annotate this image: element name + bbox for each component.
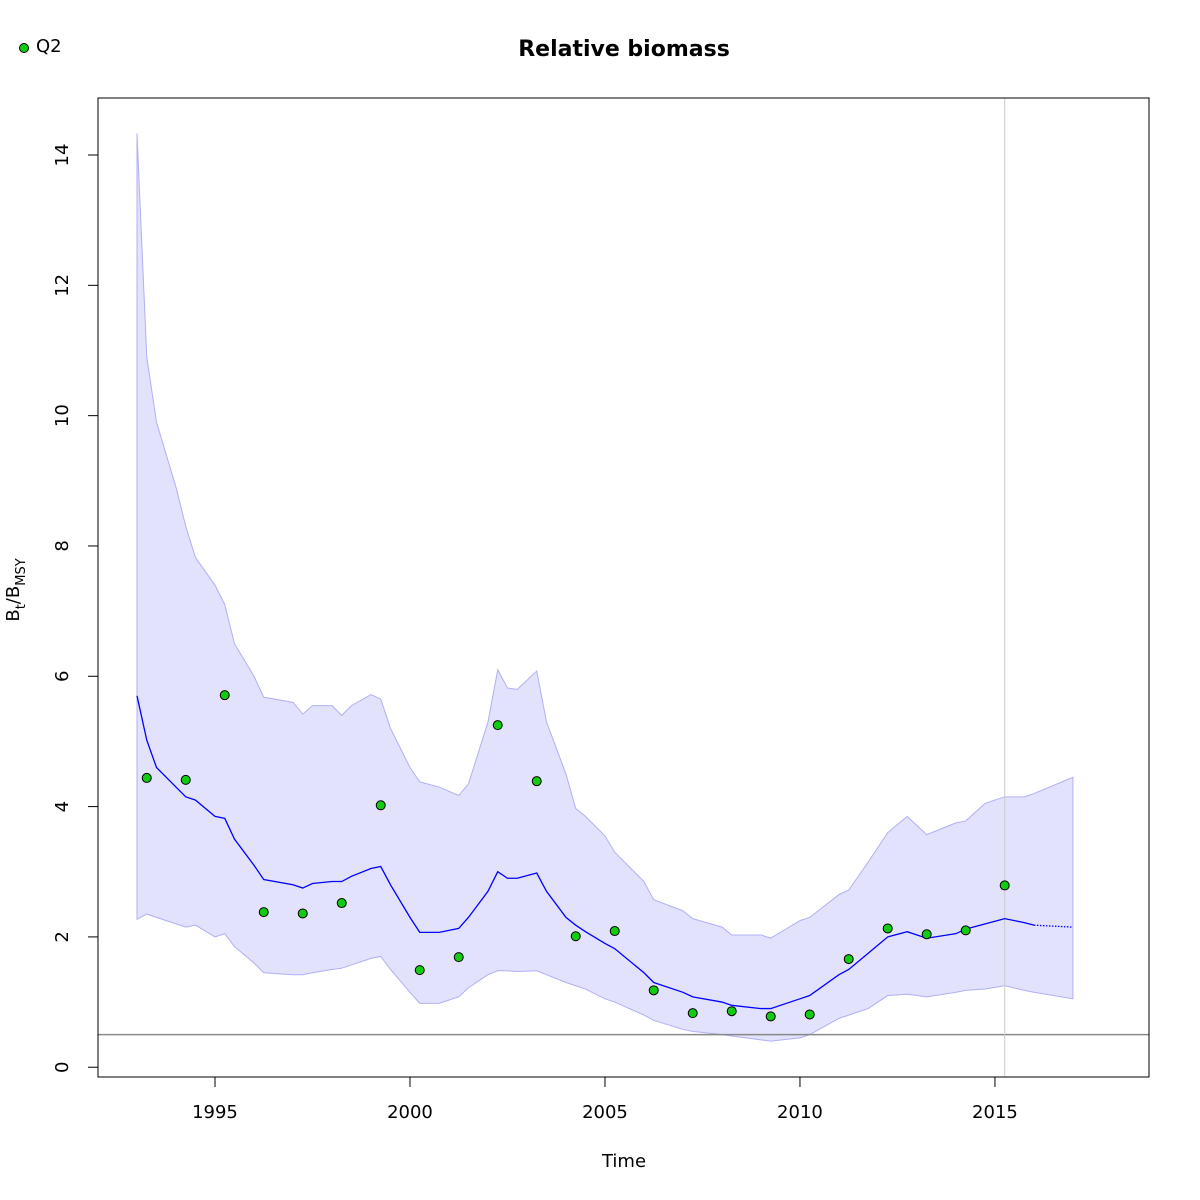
y-label-part: t bbox=[14, 604, 29, 609]
y-label-part: B bbox=[3, 609, 24, 621]
data-point bbox=[960, 925, 971, 936]
data-point bbox=[726, 1006, 737, 1017]
y-label-part: MSY bbox=[14, 558, 29, 585]
x-tick-label: 2000 bbox=[387, 1102, 433, 1123]
data-point bbox=[570, 931, 581, 942]
data-point bbox=[180, 774, 191, 785]
data-point bbox=[336, 898, 347, 909]
y-tick-label: 4 bbox=[52, 801, 73, 812]
data-point bbox=[453, 952, 464, 963]
confidence-band bbox=[136, 133, 1074, 1042]
y-tick-label: 6 bbox=[52, 671, 73, 682]
data-point bbox=[921, 929, 932, 940]
x-tick-label: 2015 bbox=[972, 1102, 1018, 1123]
chart-title: Relative biomass bbox=[518, 37, 730, 62]
forecast-line bbox=[1033, 924, 1073, 928]
estimate-line bbox=[136, 695, 1035, 1010]
y-tick-label: 10 bbox=[52, 404, 73, 427]
legend-label: Q2 bbox=[36, 36, 62, 57]
y-label-part: /B bbox=[3, 586, 24, 604]
legend-marker bbox=[19, 43, 29, 53]
y-axis-label: Bt/BMSY bbox=[3, 558, 29, 621]
plot-frame bbox=[97, 97, 1150, 1078]
data-point bbox=[141, 772, 152, 783]
data-point bbox=[687, 1008, 698, 1019]
data-point bbox=[804, 1009, 815, 1020]
x-tick-label: 1995 bbox=[192, 1102, 238, 1123]
y-tick-label: 14 bbox=[52, 144, 73, 167]
data-point bbox=[492, 720, 503, 731]
x-tick-label: 2010 bbox=[777, 1102, 823, 1123]
y-tick-label: 2 bbox=[52, 931, 73, 942]
x-axis-label: Time bbox=[601, 1151, 646, 1172]
x-tick-label: 2005 bbox=[582, 1102, 628, 1123]
data-point bbox=[531, 776, 542, 787]
data-point bbox=[609, 926, 620, 937]
data-point bbox=[882, 923, 893, 934]
data-point bbox=[219, 690, 230, 701]
data-point bbox=[375, 800, 386, 811]
y-tick-label: 8 bbox=[52, 540, 73, 551]
data-point bbox=[648, 985, 659, 996]
data-point bbox=[765, 1011, 776, 1022]
y-tick-label: 0 bbox=[52, 1061, 73, 1072]
y-tick-label: 12 bbox=[52, 274, 73, 297]
data-point bbox=[297, 908, 308, 919]
data-point bbox=[843, 954, 854, 965]
data-point bbox=[414, 965, 425, 976]
data-point bbox=[999, 880, 1010, 891]
data-point bbox=[258, 907, 269, 918]
